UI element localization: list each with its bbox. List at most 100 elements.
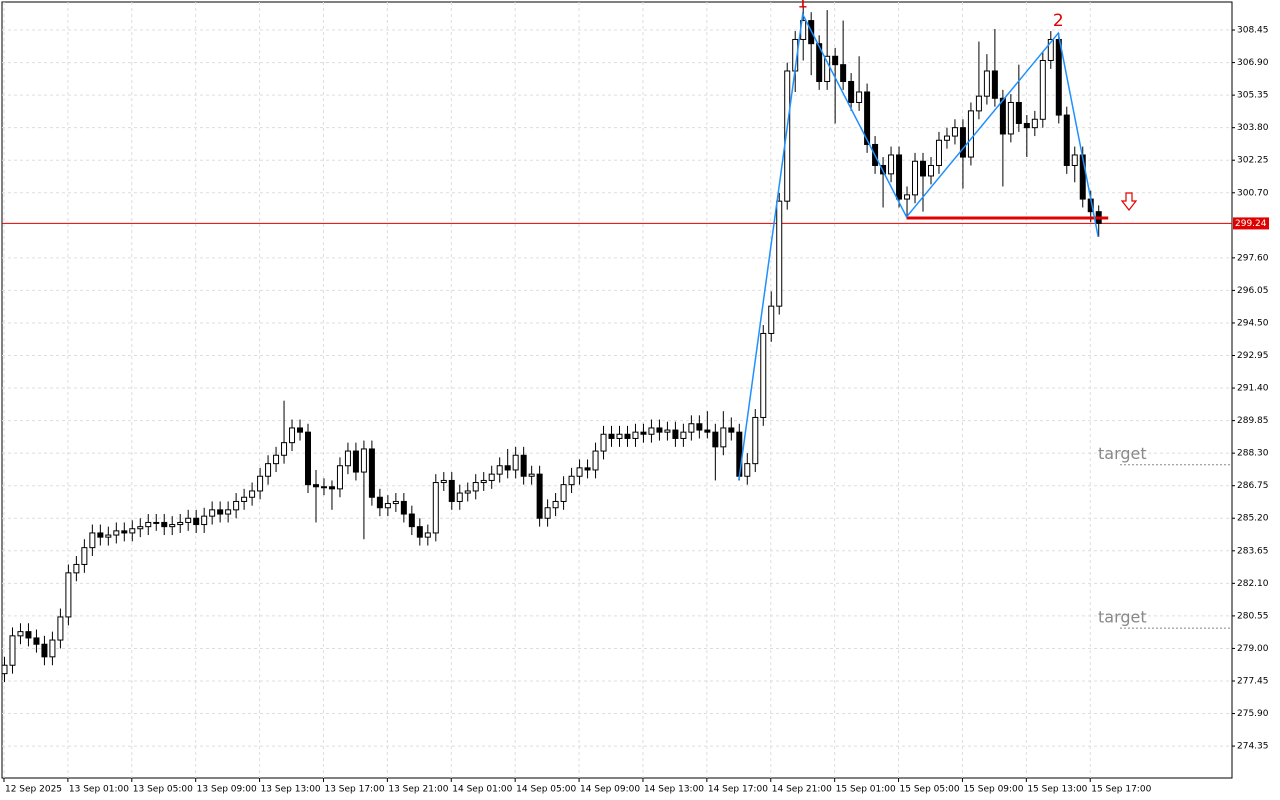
- candle-body: [233, 500, 240, 511]
- candle-body: [121, 530, 128, 534]
- candle-body: [991, 70, 998, 99]
- candle-body: [904, 194, 911, 200]
- candle-body: [360, 448, 367, 473]
- candle-body: [408, 513, 415, 528]
- x-tick-label: 14 Sep 01:00: [452, 785, 512, 795]
- candle-body: [257, 475, 264, 492]
- candle-body: [201, 515, 208, 526]
- candle-body: [824, 55, 831, 82]
- candle-body: [305, 431, 312, 486]
- x-tick-label: 14 Sep 17:00: [708, 785, 768, 795]
- candle-body: [249, 490, 256, 498]
- x-tick-label: 15 Sep 01:00: [836, 785, 896, 795]
- y-tick-label: 294.50: [1237, 318, 1269, 328]
- candle-body: [1055, 38, 1062, 116]
- candle-body: [776, 200, 783, 307]
- candle-body: [177, 521, 184, 526]
- candle-body: [840, 64, 847, 82]
- y-tick-label: 291.40: [1237, 384, 1269, 394]
- candle-body: [720, 427, 727, 448]
- candle-body: [17, 631, 24, 637]
- candle-body: [416, 526, 423, 538]
- y-tick-label: 305.35: [1237, 91, 1269, 101]
- candle-body: [241, 496, 248, 502]
- candle-body: [57, 616, 64, 641]
- candle-body: [344, 450, 351, 467]
- candle-body: [169, 524, 176, 528]
- candle-body: [73, 563, 80, 574]
- plot-frame: [1, 1, 1233, 779]
- x-tick-label: 14 Sep 09:00: [580, 785, 640, 795]
- candle-body: [472, 482, 479, 492]
- candle-body: [568, 475, 575, 486]
- candle-body: [1007, 101, 1014, 135]
- candle-body: [161, 521, 168, 528]
- x-tick-label: 15 Sep 09:00: [963, 785, 1023, 795]
- candle-body: [520, 454, 527, 477]
- wave-label: 2: [1053, 11, 1064, 31]
- candle-body: [576, 467, 583, 477]
- candle-body: [209, 509, 216, 517]
- candle-body: [217, 509, 224, 515]
- candle-body: [999, 97, 1006, 135]
- candle-body: [744, 463, 751, 477]
- candle-body: [113, 530, 120, 536]
- candle-body: [456, 492, 463, 502]
- y-tick-label: 283.65: [1237, 546, 1269, 556]
- candle-body: [1039, 59, 1046, 120]
- x-tick-label: 13 Sep 21:00: [388, 785, 448, 795]
- candle-body: [41, 643, 48, 658]
- candle-body: [832, 55, 839, 66]
- candle-body: [512, 454, 519, 471]
- candle-body: [560, 484, 567, 502]
- x-tick-label: 15 Sep 05:00: [900, 785, 960, 795]
- candle-body: [33, 637, 40, 645]
- y-tick-label: 306.90: [1237, 58, 1269, 68]
- candle-body: [896, 154, 903, 200]
- candle-body: [336, 465, 343, 490]
- wave-label: 1: [797, 0, 808, 12]
- candle-body: [1023, 122, 1030, 129]
- candle-body: [888, 154, 895, 175]
- candle-body: [65, 572, 72, 618]
- candle-body: [640, 431, 647, 435]
- candle-body: [656, 427, 663, 433]
- y-tick-label: 308.45: [1237, 26, 1269, 36]
- x-tick-label: 13 Sep 01:00: [69, 785, 129, 795]
- candle-body: [328, 486, 335, 490]
- y-tick-label: 280.55: [1237, 611, 1269, 621]
- candle-body: [504, 465, 511, 471]
- candle-body: [712, 431, 719, 448]
- price-label-bg: [1233, 217, 1269, 230]
- candle-body: [728, 427, 735, 433]
- candle-body: [297, 427, 304, 433]
- x-tick-label: 14 Sep 13:00: [644, 785, 704, 795]
- x-tick-label: 13 Sep 13:00: [261, 785, 321, 795]
- candle-body: [496, 465, 503, 475]
- candle-body: [696, 423, 703, 431]
- candle-body: [983, 70, 990, 97]
- candle-body: [608, 433, 615, 439]
- candle-body: [1071, 154, 1078, 166]
- candle-body: [544, 507, 551, 519]
- candle-body: [864, 91, 871, 145]
- candle-body: [912, 160, 919, 196]
- candle-body: [967, 110, 974, 158]
- candle-body: [25, 631, 32, 639]
- candle-body: [289, 427, 296, 444]
- candle-body: [464, 490, 471, 494]
- candle-body: [225, 509, 232, 515]
- candle-body: [784, 70, 791, 202]
- candle-body: [1015, 101, 1022, 124]
- y-tick-label: 288.30: [1237, 449, 1269, 459]
- x-tick-label: 15 Sep 17:00: [1091, 785, 1151, 795]
- candle-body: [856, 91, 863, 103]
- y-tick-label: 285.20: [1237, 514, 1269, 524]
- y-tick-label: 297.60: [1237, 253, 1269, 263]
- candle-body: [768, 305, 775, 334]
- candle-body: [440, 479, 447, 484]
- candle-body: [352, 450, 359, 473]
- candle-body: [584, 467, 591, 471]
- candle-body: [320, 486, 327, 489]
- y-tick-label: 300.70: [1237, 188, 1269, 198]
